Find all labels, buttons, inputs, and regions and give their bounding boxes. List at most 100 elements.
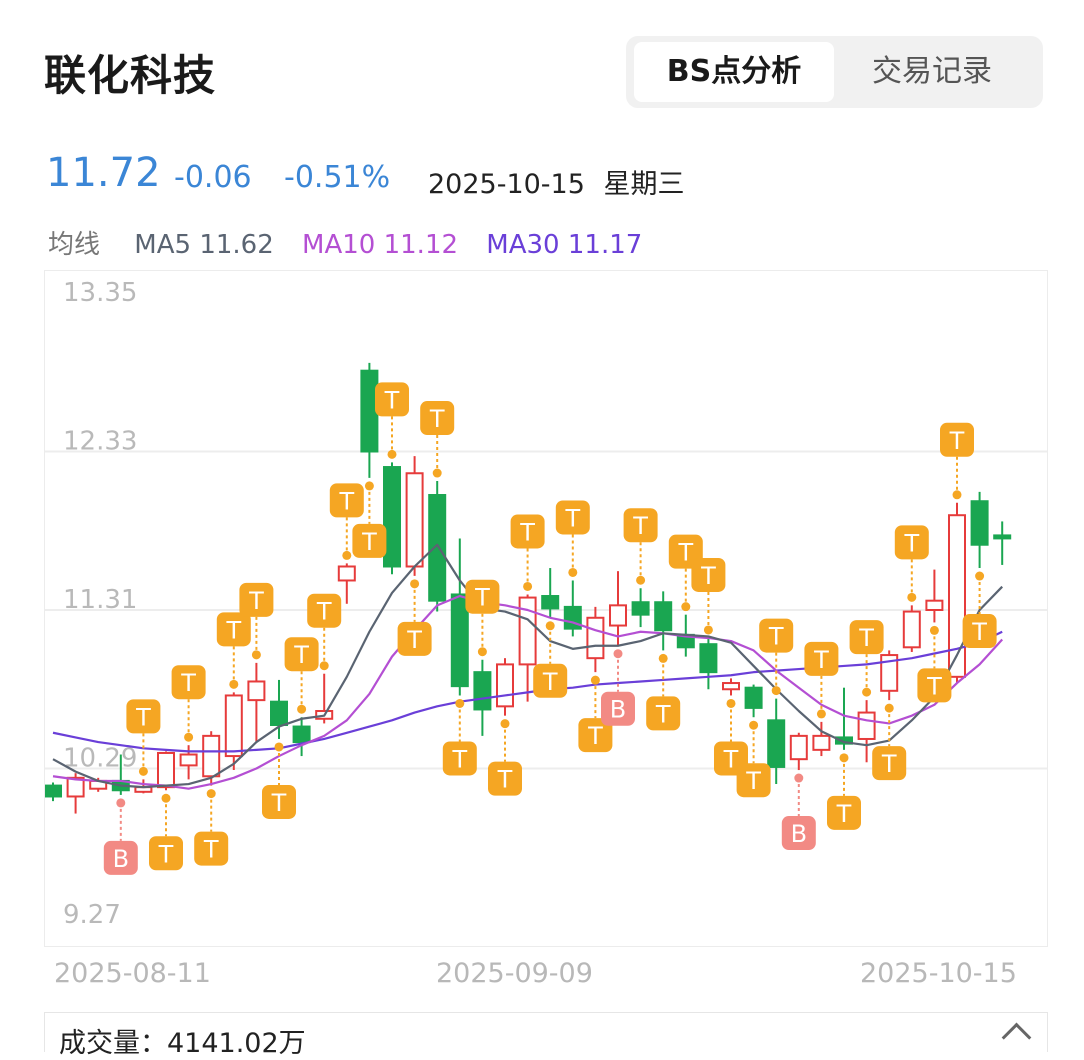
t-marker: T [578, 675, 613, 753]
candle-up [609, 571, 627, 646]
marker-box [849, 620, 884, 655]
y-tick-label: 10.29 [63, 744, 137, 774]
marker-box [601, 691, 635, 726]
marker-label: T [949, 427, 965, 455]
b-marker: B [103, 798, 138, 875]
marker-label: T [587, 722, 603, 750]
marker-box [126, 699, 161, 734]
t-marker: T [849, 620, 884, 697]
t-marker: T [420, 401, 455, 478]
t-marker: T [872, 703, 907, 781]
b-marker: B [781, 773, 816, 851]
t-marker: T [488, 719, 522, 796]
marker-label: T [836, 800, 852, 828]
marker-box [397, 621, 432, 656]
marker-label: T [700, 562, 716, 590]
b-marker: B [601, 649, 635, 726]
marker-box [759, 618, 794, 653]
candle-body [541, 595, 560, 610]
marker-label: T [745, 767, 761, 795]
ma30-line [52, 630, 1003, 753]
candle-body [44, 784, 62, 798]
marker-label: T [926, 672, 942, 700]
candle-body [157, 751, 175, 789]
marker-box [239, 582, 274, 617]
t-marker: T [646, 653, 681, 731]
marker-label: T [564, 504, 580, 532]
candle-body [518, 596, 537, 666]
marker-label: B [610, 696, 626, 724]
tab-bs-analysis[interactable]: BS点分析 [634, 42, 834, 102]
t-marker: T [239, 582, 274, 660]
marker-dot [839, 753, 849, 763]
candle-down [541, 568, 560, 618]
candle-body [812, 734, 831, 751]
candle-body [179, 753, 198, 767]
y-axis-labels: 13.35 12.33 11.31 10.29 9.27 [63, 278, 137, 930]
marker-box [646, 696, 681, 731]
t-marker: T [962, 571, 997, 649]
ma-legend[interactable]: 均线 MA5 11.62 MA10 11.12 MA30 11.17 [48, 224, 642, 261]
candle-up [789, 732, 808, 771]
marker-label: T [971, 618, 987, 646]
y-tick-label: 13.35 [63, 278, 137, 308]
t-marker: T [759, 618, 794, 696]
marker-label: T [384, 386, 400, 414]
marker-box [804, 641, 839, 676]
t-marker: T [307, 593, 342, 671]
candle-body [224, 694, 243, 758]
ma30-label: MA30 [486, 230, 560, 260]
quote-date: 2025-10-15 星期三 [428, 162, 685, 201]
marker-label: T [180, 669, 196, 697]
marker-box [194, 831, 229, 866]
x-tick-label-end: 2025-10-15 [860, 958, 1017, 989]
marker-dot [319, 661, 329, 671]
ma10-legend: MA10 11.12 [302, 230, 466, 260]
marker-label: T [203, 836, 219, 864]
chevron-up-icon[interactable] [1001, 1022, 1032, 1053]
marker-box [962, 614, 997, 649]
t-marker: T [375, 382, 409, 459]
marker-label: T [271, 789, 287, 817]
t-marker: T [171, 665, 206, 742]
marker-box [894, 525, 929, 560]
volume-panel[interactable]: 成交量：4141.02万 [44, 1012, 1048, 1059]
quote-date-value: 2025-10-15 [428, 169, 585, 200]
t-marker: T [940, 422, 974, 500]
candle-down [767, 698, 786, 785]
marker-box [352, 523, 387, 558]
candle-body [270, 700, 288, 726]
candle-down [970, 491, 989, 569]
candle-down [699, 637, 718, 690]
t-marker: T [736, 720, 771, 798]
candle-body [857, 711, 876, 740]
marker-box [940, 422, 974, 457]
candle-body [383, 466, 401, 568]
candle-up [586, 606, 605, 673]
marker-label: T [225, 616, 241, 644]
marker-box [262, 784, 296, 819]
marker-box [103, 840, 138, 875]
quote-weekday: 星期三 [603, 169, 685, 200]
marker-box [171, 665, 206, 700]
candle-up [496, 658, 514, 716]
price-change-percent: -0.51% [284, 160, 391, 195]
marker-label: T [316, 598, 332, 626]
candle-body [902, 610, 921, 649]
candle-up [405, 456, 424, 576]
t-marker: T [804, 641, 839, 719]
candle-up [202, 731, 221, 786]
candle-up [925, 569, 944, 623]
marker-label: T [632, 512, 648, 540]
tab-trade-records[interactable]: 交易记录 [872, 54, 992, 89]
candle-up [948, 502, 966, 684]
candle-body [789, 734, 808, 761]
candle-body [609, 604, 627, 627]
candle-body [654, 601, 673, 632]
candle-body [202, 734, 221, 778]
candle-up [857, 700, 876, 763]
ma5-label: MA5 [134, 230, 192, 260]
marker-box [578, 718, 613, 753]
